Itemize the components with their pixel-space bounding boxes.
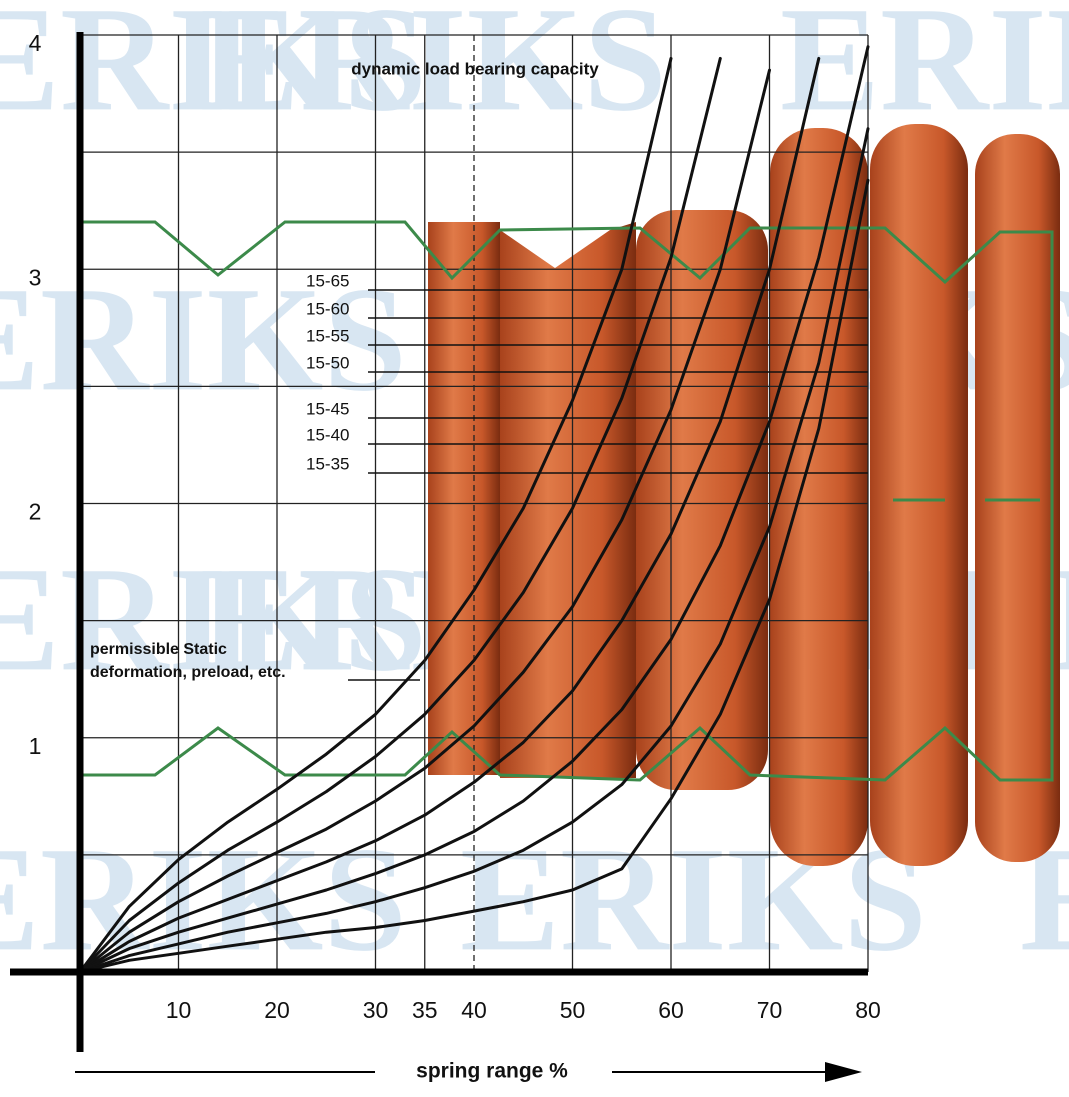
watermark: ERIKS	[0, 0, 427, 142]
annotation: permissible Static	[90, 641, 227, 658]
curve	[78, 45, 870, 974]
watermark: ERIKS	[200, 0, 667, 142]
legend-label: 15-45	[306, 399, 349, 418]
arrow-head	[825, 1062, 862, 1082]
spring	[636, 210, 768, 790]
x-tick-label: 70	[757, 997, 783, 1023]
legend-label: 15-55	[306, 326, 349, 345]
y-tick-label: 4	[29, 30, 42, 56]
spring	[770, 128, 868, 866]
x-tick-label: 50	[560, 997, 586, 1023]
y-tick-label: 1	[29, 733, 42, 759]
x-tick-label: 40	[461, 997, 487, 1023]
x-tick-label: 20	[264, 997, 290, 1023]
legend-label: 15-50	[306, 353, 349, 372]
annotation: deformation, preload, etc.	[90, 664, 286, 681]
curve	[78, 56, 722, 974]
curve	[78, 56, 821, 974]
legend-label: 15-60	[306, 299, 349, 318]
x-tick-label: 60	[658, 997, 684, 1023]
legend-label: 15-35	[306, 454, 349, 473]
curve	[78, 68, 771, 974]
x-tick-label: 30	[363, 997, 389, 1023]
spring	[870, 124, 968, 866]
x-tick-label: 35	[412, 997, 438, 1023]
watermark: ERIKS	[0, 816, 407, 982]
x-tick-label: 80	[855, 997, 881, 1023]
spring	[975, 134, 1060, 862]
x-axis-label: spring range %	[416, 1060, 568, 1083]
curves	[78, 45, 870, 974]
legend-label: 15-65	[306, 271, 349, 290]
y-tick-label: 3	[29, 264, 42, 290]
legend-label: 15-40	[306, 425, 349, 444]
spring-outline	[78, 220, 1054, 782]
curve	[78, 178, 870, 974]
watermark: ERIKS	[780, 0, 1069, 142]
rubber-springs	[428, 124, 1060, 866]
curve	[78, 127, 870, 974]
x-tick-label: 10	[166, 997, 192, 1023]
curve	[78, 56, 673, 974]
watermark: ERIKS	[0, 536, 427, 702]
spring	[500, 222, 636, 778]
watermark: ERIKS	[0, 256, 407, 422]
y-tick-label: 2	[29, 499, 42, 525]
spring	[428, 222, 500, 775]
annotation: dynamic load bearing capacity	[351, 59, 599, 78]
